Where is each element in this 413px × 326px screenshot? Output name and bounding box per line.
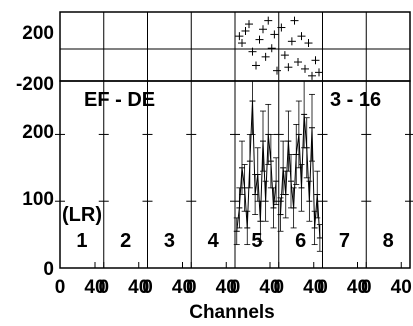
top-scatter-point (259, 25, 267, 34)
x-tick-label: 40 (259, 277, 280, 298)
label-3-16: 3 - 16 (330, 89, 381, 111)
x-tick-label: 40 (84, 277, 105, 298)
x-tick-label: 40 (303, 277, 324, 298)
top-scatter-point (245, 20, 253, 29)
x-tick-label: 0 (55, 277, 66, 298)
top-scatter-point (248, 47, 257, 56)
x-axis-title: Channels (189, 302, 275, 323)
panel-label-6: 6 (295, 230, 306, 252)
x-tick-label: 0 (273, 277, 284, 298)
top-scatter-point (241, 26, 250, 35)
top-scatter-point (315, 68, 323, 77)
panel-label-4: 4 (208, 230, 220, 252)
top-scatter-point (294, 58, 302, 67)
top-scatter-point (308, 71, 316, 80)
top-scatter-point (280, 51, 289, 60)
panel-label-8: 8 (383, 230, 394, 252)
x-tick-label: 0 (142, 277, 153, 298)
panel-label-7: 7 (339, 230, 350, 252)
x-tick-label: 40 (391, 277, 412, 298)
panel-label-2: 2 (120, 230, 131, 252)
panel-label-1: 1 (76, 230, 87, 252)
x-tick-label: 40 (128, 277, 149, 298)
top-ytick-neg200: -200 (16, 74, 54, 95)
bottom-ytick-0: 0 (43, 259, 54, 280)
x-tick-label: 40 (172, 277, 193, 298)
top-scatter-point (287, 37, 296, 46)
top-scatter-point (267, 44, 276, 53)
top-scatter-point (255, 35, 264, 44)
x-tick-label: 0 (317, 277, 328, 298)
top-scatter-point (252, 61, 260, 70)
top-scatter-point (304, 39, 313, 48)
x-tick-label: 0 (361, 277, 372, 298)
panel-label-3: 3 (164, 230, 175, 252)
top-scatter-point (277, 23, 286, 32)
top-scatter-point (297, 32, 306, 41)
top-scatter-point (261, 52, 270, 61)
top-scatter-point (311, 56, 320, 65)
top-scatter-point (301, 64, 309, 73)
label-lr: (LR) (62, 204, 102, 226)
top-scatter-point (235, 32, 244, 41)
label-ef-de: EF - DE (84, 89, 155, 111)
x-tick-label: 0 (98, 277, 109, 298)
bottom-ytick-200: 200 (22, 122, 54, 143)
top-scatter-point (264, 16, 273, 25)
x-tick-label: 40 (347, 277, 368, 298)
x-tick-label: 0 (230, 277, 241, 298)
x-tick-label: 0 (186, 277, 197, 298)
series-line-panel-5 (236, 101, 277, 232)
top-scatter-point (238, 39, 246, 48)
top-scatter-point (284, 63, 293, 72)
panel-label-5: 5 (251, 230, 262, 252)
top-scatter-point (290, 16, 299, 25)
top-scatter-point (270, 30, 279, 39)
x-tick-label: 40 (216, 277, 237, 298)
top-scatter-point (273, 66, 281, 75)
bottom-ytick-100: 100 (22, 189, 54, 210)
series-line-panel-6 (280, 114, 321, 238)
top-ytick-200: 200 (22, 23, 54, 44)
